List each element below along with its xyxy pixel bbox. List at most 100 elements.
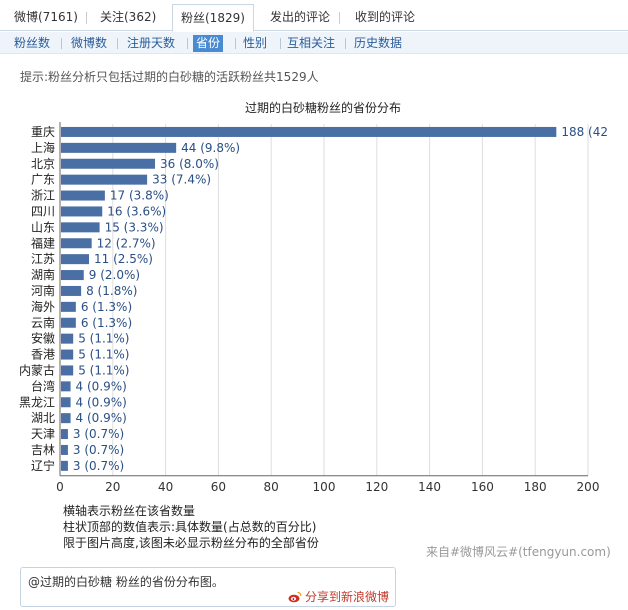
data-label: 5 (1.1%)	[78, 332, 129, 346]
x-tick-label: 60	[211, 480, 226, 494]
x-tick-label: 0	[56, 480, 64, 494]
note-line: 限于图片高度,该图未必显示粉丝分布的全部省份	[63, 536, 319, 550]
note-line: 柱状顶部的数值表示:具体数量(占总数的百分比)	[63, 520, 317, 534]
main-tabs: 微博(7161) 关注(362) 粉丝(1829) 发出的评论 收到的评论	[0, 0, 628, 32]
tab-following[interactable]: 关注(362)	[100, 10, 157, 24]
sub-navigation: 粉丝数 微博数 注册天数 省份 性别 互相关注 历史数据	[0, 32, 628, 54]
subnav-history[interactable]: 历史数据	[354, 36, 403, 50]
tab-divider	[86, 12, 87, 24]
subnav-divider	[187, 38, 188, 49]
bar	[61, 270, 84, 281]
bar	[61, 142, 177, 153]
category-label: 香港	[31, 348, 55, 362]
subnav-divider	[235, 38, 236, 49]
category-label: 湖南	[31, 267, 55, 282]
category-label: 台湾	[31, 378, 55, 393]
data-label: 15 (3.3%)	[105, 220, 164, 234]
data-label: 5 (1.1%)	[78, 348, 129, 362]
province-distribution-chart: 过期的白砂糖粉丝的省份分布 0 20 40 60 80 100 120 140 160 180 200…	[19, 100, 608, 494]
data-label: 12 (2.7%)	[97, 236, 156, 250]
subnav-divider	[345, 38, 346, 49]
data-label: 44 (9.8%)	[181, 141, 240, 155]
hint-text: 提示:粉丝分析只包括过期的白砂糖的活跃粉丝共1529人	[20, 70, 319, 84]
data-label: 3 (0.7%)	[73, 459, 124, 473]
category-label: 江苏	[31, 252, 55, 266]
category-label: 黑龙江	[19, 395, 55, 409]
bar	[61, 206, 103, 217]
bar	[61, 222, 100, 233]
tab-sent-comments[interactable]: 发出的评论	[270, 10, 331, 24]
bar	[61, 301, 76, 312]
bar	[61, 174, 148, 185]
x-tick-label: 120	[365, 480, 388, 494]
share-text[interactable]: @过期的白砂糖 粉丝的省份分布图。	[28, 575, 224, 589]
bar	[61, 444, 68, 455]
data-label: 4 (0.9%)	[76, 379, 127, 393]
data-label: 36 (8.0%)	[160, 157, 219, 171]
data-label: 11 (2.5%)	[94, 252, 153, 266]
category-label: 云南	[31, 315, 55, 330]
bar	[61, 238, 92, 249]
bar	[61, 317, 76, 328]
tab-weibo[interactable]: 微博(7161)	[14, 10, 78, 24]
data-label: 33 (7.4%)	[152, 173, 211, 187]
note-line: 横轴表示粉丝在该省数量	[63, 504, 196, 518]
bar	[61, 333, 74, 344]
category-label: 吉林	[31, 443, 55, 457]
category-label: 安徽	[31, 331, 55, 346]
tab-divider	[339, 12, 340, 24]
x-tick-label: 140	[418, 480, 441, 494]
subnav-weibo-count[interactable]: 微博数	[71, 36, 108, 50]
bar	[61, 365, 74, 376]
subnav-follower-count[interactable]: 粉丝数	[14, 36, 51, 50]
x-tick-label: 80	[264, 480, 279, 494]
subnav-register-days[interactable]: 注册天数	[127, 36, 176, 50]
data-label: 5 (1.1%)	[78, 363, 129, 377]
category-label: 浙江	[31, 189, 55, 203]
x-tick-label: 200	[577, 480, 600, 494]
chart-title: 过期的白砂糖粉丝的省份分布	[245, 100, 401, 115]
bar	[61, 460, 68, 471]
source-credit: 来自#微博风云#(tfengyun.com)	[426, 545, 611, 559]
share-to-weibo-button[interactable]: 分享到新浪微博	[288, 588, 389, 605]
subnav-gender[interactable]: 性别	[243, 36, 268, 50]
x-tick-label: 20	[105, 480, 120, 494]
bar	[61, 429, 68, 440]
bar	[61, 126, 557, 137]
category-label: 广东	[31, 173, 55, 187]
category-label: 上海	[31, 140, 55, 155]
bar	[61, 413, 71, 424]
chart-notes: 横轴表示粉丝在该省数量 柱状顶部的数值表示:具体数量(占总数的百分比) 限于图片…	[63, 503, 319, 551]
category-label: 北京	[31, 157, 55, 171]
data-label: 8 (1.8%)	[86, 284, 137, 298]
data-label: 6 (1.3%)	[81, 300, 132, 314]
bar	[61, 285, 82, 296]
subnav-mutual-follow[interactable]: 互相关注	[287, 36, 336, 50]
tab-received-comments[interactable]: 收到的评论	[355, 10, 416, 24]
tab-followers[interactable]: 粉丝(1829)	[172, 4, 254, 32]
category-label: 重庆	[31, 125, 55, 139]
data-label: 16 (3.6%)	[107, 204, 166, 218]
bar	[61, 349, 74, 360]
data-label: 3 (0.7%)	[73, 427, 124, 441]
category-label: 辽宁	[31, 458, 55, 473]
bar	[61, 381, 71, 392]
x-tick-label: 180	[524, 480, 547, 494]
share-box: @过期的白砂糖 粉丝的省份分布图。 分享到新浪微博	[20, 567, 396, 607]
data-label: 3 (0.7%)	[73, 443, 124, 457]
bar	[61, 254, 90, 265]
subnav-divider	[117, 38, 118, 49]
bar	[61, 158, 156, 169]
category-label: 福建	[31, 235, 55, 250]
category-label: 内蒙古	[19, 362, 55, 377]
category-label: 四川	[31, 204, 55, 218]
data-label: 9 (2.0%)	[89, 268, 140, 282]
x-tick-label: 100	[313, 480, 336, 494]
subnav-province[interactable]: 省份	[193, 35, 224, 52]
data-label: 6 (1.3%)	[81, 316, 132, 330]
bar	[61, 397, 71, 408]
category-label: 河南	[31, 283, 55, 298]
category-label: 山东	[31, 220, 55, 234]
weibo-icon	[288, 591, 302, 603]
category-label: 天津	[31, 427, 55, 441]
